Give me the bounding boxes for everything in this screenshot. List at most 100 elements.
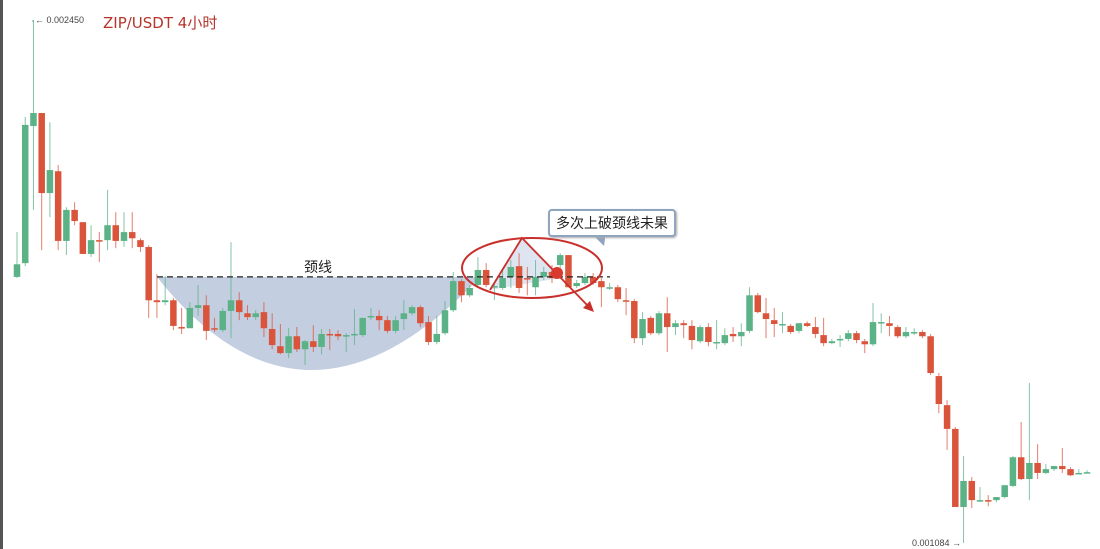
candle-body-up xyxy=(408,307,416,314)
candle-body-down xyxy=(968,480,976,501)
candle xyxy=(1075,469,1083,475)
candle xyxy=(960,456,967,543)
candle-body-down xyxy=(310,341,317,347)
candle-body-up xyxy=(976,500,984,502)
candle xyxy=(137,238,144,253)
candle xyxy=(318,328,325,355)
candle xyxy=(21,116,29,267)
candle-body-up xyxy=(441,310,449,334)
candle-body-down xyxy=(384,320,391,331)
candle-body-down xyxy=(919,332,926,337)
candle xyxy=(449,271,457,313)
candle-body-up xyxy=(491,286,498,288)
candle xyxy=(1026,382,1033,501)
candle xyxy=(779,312,786,334)
candle xyxy=(721,328,729,346)
candle-body-up xyxy=(655,313,663,334)
candle xyxy=(565,255,572,288)
candle-body-up xyxy=(301,341,309,350)
candle xyxy=(79,222,87,254)
candle xyxy=(170,297,177,331)
candle xyxy=(622,288,630,316)
candle xyxy=(310,325,317,352)
candle-body-up xyxy=(828,341,836,344)
candle-body-down xyxy=(705,327,712,342)
candle xyxy=(1034,444,1041,480)
chart-title: ZIP/USDT 4小时 xyxy=(103,14,218,32)
candle xyxy=(13,232,21,279)
candle-body-down xyxy=(812,327,819,334)
candle-body-down xyxy=(935,376,943,405)
candle xyxy=(441,301,449,336)
candle-body-down xyxy=(861,341,869,345)
candle-body-up xyxy=(581,276,589,284)
candle-body-up xyxy=(606,287,613,289)
candle-body-down xyxy=(984,500,992,502)
candle-body-down xyxy=(375,315,383,321)
candle-body-up xyxy=(13,264,21,277)
candle-body-up xyxy=(285,336,292,354)
candle-body-down xyxy=(54,171,62,241)
candle xyxy=(54,165,62,251)
annotation-callout: 多次上破颈线未果 xyxy=(548,209,676,237)
candle xyxy=(235,292,243,321)
candle-body-down xyxy=(260,312,268,329)
candle xyxy=(1042,464,1050,475)
candle-body-up xyxy=(869,322,877,345)
candle-body-down xyxy=(268,328,276,346)
candle xyxy=(211,317,218,333)
candle-body-down xyxy=(458,281,465,296)
candle xyxy=(573,279,580,289)
candle xyxy=(943,400,951,450)
candle xyxy=(203,295,210,341)
candle xyxy=(244,305,251,321)
candle-body-down xyxy=(326,333,334,336)
candle-body-down xyxy=(137,240,144,248)
candle xyxy=(952,426,959,508)
candle xyxy=(655,310,663,336)
candle xyxy=(647,315,655,336)
candle xyxy=(359,317,366,338)
candle xyxy=(491,283,498,301)
candle xyxy=(408,305,416,316)
candle-body-down xyxy=(1017,457,1025,480)
candle-body-up xyxy=(392,320,399,331)
candle xyxy=(1067,467,1074,476)
candle-body-down xyxy=(482,270,490,285)
candle-body-down xyxy=(680,323,687,326)
candle xyxy=(252,310,259,321)
candle xyxy=(466,284,473,298)
candle-body-down xyxy=(71,209,78,222)
candle-body-down xyxy=(425,322,432,342)
candle-body-up xyxy=(713,341,720,344)
candle-body-up xyxy=(87,240,95,254)
candle xyxy=(384,315,391,334)
candle xyxy=(46,122,54,218)
candle-body-up xyxy=(795,323,803,331)
candle-body-down xyxy=(952,428,959,508)
candle xyxy=(507,260,515,289)
rejection-dot xyxy=(551,267,563,279)
candle-body-up xyxy=(696,327,704,342)
candle-body-up xyxy=(1050,466,1058,470)
candle xyxy=(482,263,490,288)
candle xyxy=(836,335,844,347)
candle-body-up xyxy=(466,288,473,296)
candle xyxy=(301,340,309,365)
cup-shape-fill xyxy=(157,277,480,370)
candle xyxy=(87,225,95,257)
candle xyxy=(540,266,548,280)
candle-body-up xyxy=(993,497,1000,501)
candle-body-down xyxy=(803,323,811,326)
candle-body-up xyxy=(721,335,729,344)
candle-body-down xyxy=(886,323,893,326)
candle xyxy=(474,256,482,288)
candle xyxy=(746,287,753,334)
candle xyxy=(935,373,943,414)
candle xyxy=(417,305,424,328)
candle xyxy=(631,299,638,344)
candle-body-up xyxy=(219,310,227,331)
neckline-label: 颈线 xyxy=(304,260,332,276)
candle xyxy=(845,330,852,342)
